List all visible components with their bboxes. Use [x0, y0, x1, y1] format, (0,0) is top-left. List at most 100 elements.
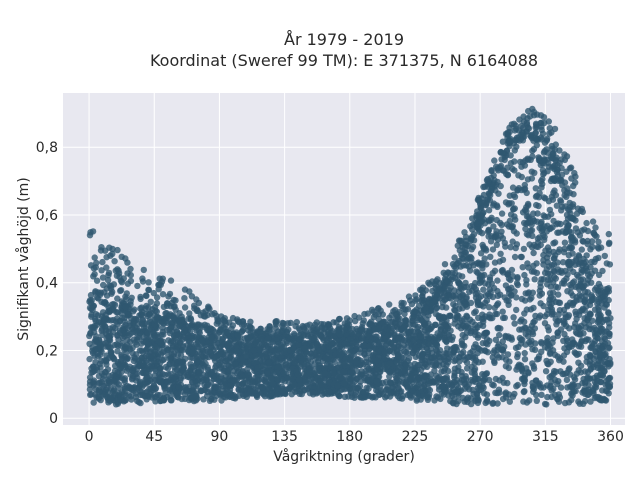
- scatter-point: [454, 278, 461, 285]
- scatter-point: [573, 315, 580, 323]
- scatter-point: [275, 363, 282, 371]
- scatter-point: [401, 367, 408, 375]
- scatter-point: [190, 388, 197, 395]
- scatter-point: [365, 385, 372, 392]
- scatter-point: [152, 398, 159, 405]
- scatter-point: [595, 254, 602, 262]
- scatter-point: [208, 369, 215, 376]
- scatter-point: [431, 280, 438, 288]
- scatter-point: [177, 375, 184, 382]
- scatter-point: [534, 235, 542, 242]
- scatter-point: [334, 391, 342, 398]
- scatter-point: [92, 311, 100, 318]
- scatter-point: [548, 372, 555, 380]
- scatter-point: [343, 315, 351, 322]
- scatter-point: [488, 167, 495, 174]
- scatter-point: [189, 348, 197, 356]
- scatter-point: [590, 229, 597, 237]
- scatter-point: [163, 345, 171, 352]
- scatter-point: [167, 324, 175, 331]
- scatter-point: [146, 311, 153, 318]
- scatter-point: [587, 398, 594, 405]
- scatter-point: [572, 217, 579, 224]
- scatter-point: [564, 303, 571, 310]
- scatter-point: [463, 313, 471, 320]
- scatter-point: [425, 334, 432, 342]
- scatter-point: [166, 387, 173, 394]
- scatter-point: [562, 229, 569, 236]
- scatter-point: [366, 321, 374, 328]
- scatter-point: [570, 191, 577, 198]
- scatter-point: [124, 270, 131, 277]
- scatter-point: [129, 375, 136, 382]
- scatter-point: [451, 287, 458, 294]
- scatter-point: [496, 389, 503, 396]
- scatter-point: [540, 261, 547, 268]
- scatter-point: [525, 369, 532, 377]
- scatter-point: [171, 373, 178, 380]
- scatter-point: [360, 388, 367, 396]
- scatter-point: [104, 276, 112, 284]
- scatter-point: [93, 277, 101, 284]
- scatter-point: [113, 272, 121, 279]
- scatter-point: [286, 354, 293, 361]
- scatter-point: [499, 354, 506, 361]
- scatter-point: [203, 325, 211, 332]
- scatter-point: [153, 294, 161, 301]
- scatter-point: [208, 396, 215, 403]
- scatter-point: [239, 373, 246, 381]
- scatter-point: [543, 401, 550, 408]
- scatter-point: [479, 322, 487, 329]
- scatter-point: [486, 274, 494, 281]
- scatter-point: [480, 377, 488, 384]
- scatter-point: [550, 150, 557, 157]
- scatter-point: [586, 358, 594, 365]
- scatter-point: [308, 353, 316, 360]
- scatter-point: [487, 238, 495, 245]
- scatter-point: [90, 273, 97, 280]
- scatter-point: [527, 306, 535, 313]
- scatter-point: [351, 350, 358, 357]
- scatter-point: [496, 331, 503, 339]
- scatter-point: [561, 239, 569, 246]
- scatter-point: [484, 228, 492, 235]
- scatter-point: [544, 323, 551, 331]
- scatter-point: [556, 307, 564, 314]
- scatter-point: [553, 221, 560, 228]
- scatter-point: [152, 343, 159, 351]
- scatter-point: [478, 315, 486, 323]
- scatter-point: [207, 349, 215, 356]
- scatter-point: [571, 341, 578, 348]
- scatter-point: [586, 351, 594, 359]
- scatter-point: [303, 350, 311, 357]
- scatter-point: [504, 164, 511, 171]
- scatter-point: [373, 333, 380, 340]
- scatter-point: [233, 347, 240, 355]
- scatter-point: [159, 324, 166, 331]
- scatter-point: [513, 230, 520, 237]
- scatter-point: [587, 246, 594, 253]
- scatter-point: [159, 356, 166, 364]
- scatter-point: [125, 392, 133, 399]
- scatter-point: [190, 383, 197, 391]
- scatter-point: [395, 364, 402, 371]
- scatter-point: [564, 288, 571, 295]
- scatter-point: [441, 261, 449, 268]
- scatter-point: [405, 355, 413, 362]
- scatter-point: [579, 276, 586, 283]
- scatter-point: [594, 377, 601, 385]
- scatter-point: [604, 316, 611, 323]
- scatter-point: [181, 395, 189, 403]
- scatter-point: [578, 338, 585, 345]
- scatter-point: [533, 218, 541, 225]
- scatter-point: [262, 374, 270, 381]
- scatter-point: [432, 362, 440, 369]
- scatter-point: [121, 318, 128, 325]
- scatter-point: [87, 229, 94, 236]
- scatter-point: [570, 268, 577, 276]
- scatter-point: [569, 392, 576, 399]
- scatter-point: [511, 320, 518, 327]
- scatter-point: [597, 371, 604, 378]
- scatter-point: [356, 373, 363, 380]
- scatter-point: [243, 352, 250, 359]
